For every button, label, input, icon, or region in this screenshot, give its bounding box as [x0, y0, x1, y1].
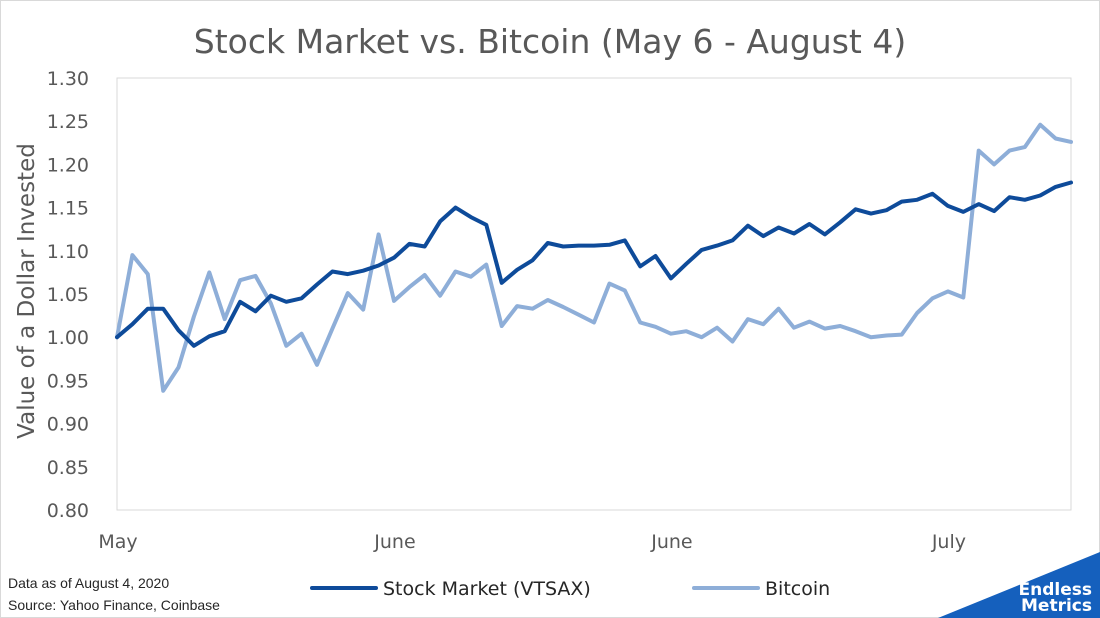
series-line-stock-market-vtsax	[115, 180, 1073, 348]
brand-logo-background	[938, 552, 1100, 618]
brand-logo-line2: Metrics	[1021, 596, 1092, 616]
legend: Stock Market (VTSAX) Bitcoin	[310, 578, 830, 600]
brand-logo: Endless Metrics	[1018, 580, 1092, 616]
plot-border	[116, 77, 1072, 511]
brand-triangle	[938, 552, 1100, 618]
data-source-note: Source: Yahoo Finance, Coinbase	[8, 597, 220, 613]
y-tick-label: 1.05	[47, 284, 89, 306]
y-tick-label: 1.20	[47, 154, 89, 176]
data-date-note: Data as of August 4, 2020	[8, 575, 170, 591]
brand-logo-line1: Endless	[1018, 580, 1092, 600]
y-tick-label: 0.80	[47, 500, 89, 522]
x-tick-label: June	[373, 531, 415, 553]
chart-title: Stock Market vs. Bitcoin (May 6 - August…	[193, 22, 907, 61]
legend-label: Stock Market (VTSAX)	[383, 578, 591, 600]
series-line-bitcoin	[115, 122, 1073, 393]
x-tick-label: June	[650, 531, 692, 553]
x-tick-label: May	[98, 531, 137, 553]
y-tick-label: 0.85	[47, 457, 89, 479]
y-tick-label: 0.95	[47, 370, 89, 392]
y-tick-label: 1.10	[47, 241, 89, 263]
y-tick-label: 1.00	[47, 327, 89, 349]
y-tick-label: 0.90	[47, 414, 89, 436]
legend-label: Bitcoin	[765, 578, 830, 600]
plot-area: 0.80 0.85 0.90 0.95 1.00 1.05 1.10 1.15 1.20 1.25…	[47, 68, 1073, 553]
y-tick-label: 1.15	[47, 198, 89, 220]
x-tick-label: July	[931, 531, 966, 553]
y-tick-label: 1.30	[47, 68, 89, 90]
y-tick-label: 1.25	[47, 111, 89, 133]
